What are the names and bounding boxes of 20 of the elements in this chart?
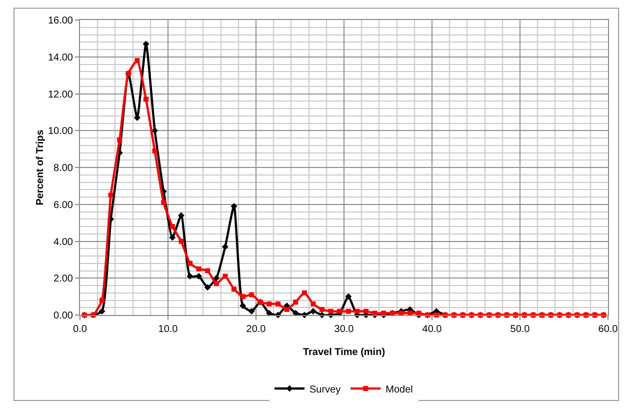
- x-tick-label: 20.0: [246, 324, 266, 335]
- x-tick-label: 50.0: [510, 324, 530, 335]
- y-tick-label: 4.00: [54, 236, 74, 248]
- y-tick-label: 10.00: [48, 126, 74, 138]
- legend-label: Model: [386, 384, 413, 396]
- y-tick-label: 0.00: [54, 310, 74, 322]
- y-axis-title: Percent of Trips: [34, 129, 46, 206]
- x-tick-label: 10.0: [158, 324, 178, 335]
- y-tick-label: 6.00: [54, 200, 74, 211]
- x-tick-label: 60.0: [598, 324, 618, 335]
- x-axis-title: Travel Time (min): [302, 347, 386, 358]
- y-tick-label: 14.00: [48, 52, 74, 64]
- x-tick-label: 30.0: [334, 324, 354, 335]
- y-tick-label: 2.00: [54, 274, 74, 285]
- y-tick-label: 12.00: [48, 89, 74, 100]
- x-tick-label: 0.0: [73, 324, 88, 335]
- y-tick-label: 16.00: [48, 16, 74, 26]
- y-tick-label: 8.00: [54, 163, 74, 174]
- x-tick-label: 40.0: [422, 324, 442, 335]
- legend-label: Survey: [310, 384, 341, 396]
